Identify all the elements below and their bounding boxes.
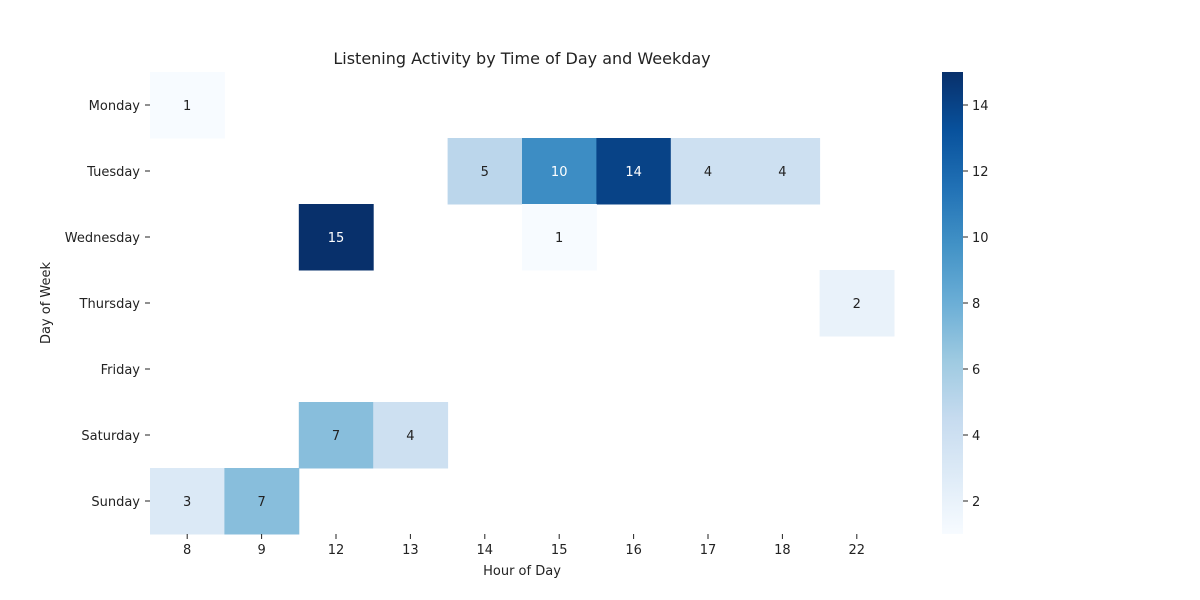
heatmap-cell (150, 72, 225, 139)
colorbar-tick-label: 2 (972, 495, 980, 510)
colorbar: 2 4 6 8 10 12 14 (942, 72, 989, 534)
colorbar-gradient (942, 72, 963, 534)
cell-value-label: 1 (183, 99, 191, 114)
colorbar-tick-label: 12 (972, 165, 989, 180)
heatmap-cell (298, 204, 374, 271)
heatmap-cell (373, 402, 449, 469)
x-tick-label: 16 (625, 543, 642, 558)
cell-value-label: 10 (551, 165, 568, 180)
x-tick-label: 22 (849, 543, 866, 558)
cell-value-label: 2 (853, 297, 861, 312)
chart-title: Listening Activity by Time of Day and We… (333, 49, 710, 68)
x-tick-label: 12 (328, 543, 345, 558)
heatmap-cell (745, 138, 821, 205)
x-tick-label: 13 (402, 543, 419, 558)
colorbar-tick-label: 6 (972, 363, 980, 378)
heatmap-cell (150, 468, 225, 535)
y-tick-label: Thursday (79, 297, 141, 312)
cell-value-label: 15 (328, 231, 345, 246)
x-tick-label: 14 (477, 543, 494, 558)
y-tick-label: Sunday (91, 495, 140, 510)
heatmap-cell (522, 204, 597, 271)
y-axis-label: Day of Week (39, 261, 54, 344)
heatmap-cell (819, 270, 895, 337)
colorbar-tick-label: 4 (972, 429, 980, 444)
y-tick-label: Tuesday (86, 165, 140, 180)
y-tick-label: Monday (89, 99, 141, 114)
x-axis-label: Hour of Day (483, 564, 561, 579)
heatmap-cell (224, 468, 300, 535)
heatmap-cell (522, 138, 597, 205)
y-tick-label: Wednesday (65, 231, 141, 246)
y-axis-ticks: Monday Tuesday Wednesday Thursday Friday Satu… (65, 99, 150, 510)
x-tick-label: 17 (700, 543, 717, 558)
y-tick-label: Saturday (81, 429, 140, 444)
cell-value-label: 4 (704, 165, 712, 180)
cell-value-label: 7 (332, 429, 340, 444)
cell-value-label: 4 (406, 429, 414, 444)
x-tick-label: 8 (183, 543, 191, 558)
heatmap-cell (447, 138, 523, 205)
y-tick-label: Friday (101, 363, 141, 378)
cell-value-label: 5 (481, 165, 489, 180)
x-tick-label: 15 (551, 543, 568, 558)
cell-value-label: 4 (778, 165, 786, 180)
x-tick-label: 18 (774, 543, 791, 558)
heatmap-cell (298, 402, 374, 469)
heatmap-cells: 15 10 14 4 415 127 43 7 (150, 72, 895, 535)
x-axis-ticks: 8 9 12 13 14 15 16 17 18 22 (183, 534, 865, 558)
colorbar-tick-label: 14 (972, 99, 989, 114)
colorbar-tick-label: 10 (972, 231, 989, 246)
cell-value-label: 3 (183, 495, 191, 510)
heatmap-cell (670, 138, 746, 205)
cell-value-label: 7 (257, 495, 265, 510)
x-tick-label: 9 (257, 543, 265, 558)
cell-value-label: 1 (555, 231, 563, 246)
heatmap-cell (596, 138, 672, 205)
colorbar-tick-label: 8 (972, 297, 980, 312)
cell-value-label: 14 (625, 165, 642, 180)
